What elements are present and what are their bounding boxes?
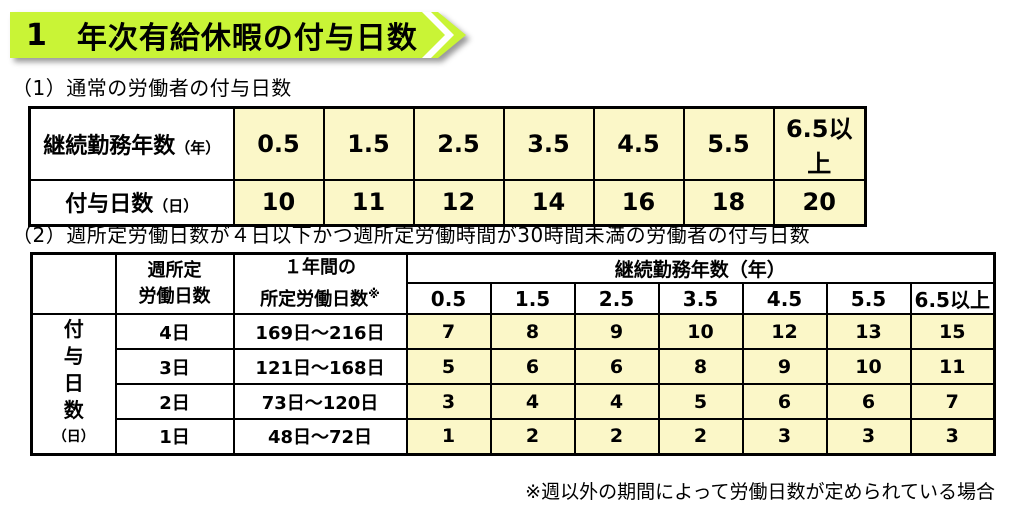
- t2-value-cell-r2-2: 4: [573, 383, 660, 420]
- t2-weekly-days-cell: 1日: [114, 418, 235, 455]
- t2-weekly-days-cell: 2日: [114, 383, 235, 420]
- t1-service-years-label: 継続勤務年数（年）: [28, 106, 235, 181]
- t2-years-row: 0.5 1.5 2.5 3.5 4.5 5.5 6.5以上: [32, 282, 996, 315]
- t2-annual-range-cell: 73日～120日: [232, 383, 408, 420]
- t2-value-cell-r1-2: 6: [573, 348, 660, 385]
- t1-year-cell-0: 0.5: [232, 106, 325, 181]
- banner-number: 1: [26, 17, 47, 53]
- t1-granted-days-row: 付与日数（日） 10 11 12 14 16 18 20: [28, 179, 867, 226]
- t2-vertical-header-char-2: 与: [63, 344, 84, 369]
- t2-value-cell-r3-0: 1: [405, 418, 492, 455]
- t2-weekly-days-header: 週所定 労働日数: [114, 252, 235, 315]
- t2-value-cell-r2-4: 6: [741, 383, 828, 420]
- t2-annual-days-header-line2-text: 所定労働日数: [260, 289, 369, 310]
- t2-year-cell-1: 1.5: [489, 282, 576, 315]
- t2-value-cell-r0-1: 8: [489, 313, 576, 350]
- t2-value-cell-r0-4: 12: [741, 313, 828, 350]
- t1-granted-days-label: 付与日数（日）: [28, 179, 235, 226]
- t2-annual-days-header: １年間の 所定労働日数※: [232, 252, 408, 315]
- t2-value-cell-r0-5: 13: [825, 313, 912, 350]
- t2-weekly-days-header-line2: 労働日数: [138, 286, 211, 307]
- t2-annual-range-cell: 48日～72日: [232, 418, 408, 455]
- t2-value-cell-r2-0: 3: [405, 383, 492, 420]
- t2-vertical-header-unit: （日）: [52, 429, 95, 446]
- t1-days-cell-0: 10: [232, 179, 325, 226]
- t1-granted-days-label-text: 付与日数: [65, 192, 154, 218]
- t1-year-cell-5: 5.5: [682, 106, 775, 181]
- t1-year-cell-1: 1.5: [322, 106, 415, 181]
- t2-service-years-span-header: 継続勤務年数（年）: [405, 252, 996, 284]
- t2-value-cell-r1-6: 11: [909, 348, 996, 385]
- t2-year-cell-3: 3.5: [657, 282, 744, 315]
- t2-year-cell-0: 0.5: [405, 282, 492, 315]
- t2-value-cell-r1-0: 5: [405, 348, 492, 385]
- t2-value-cell-r3-3: 2: [657, 418, 744, 455]
- title-banner-shape: 1 年次有給休暇の付与日数: [10, 12, 466, 58]
- t2-value-cell-r3-1: 2: [489, 418, 576, 455]
- t2-data-row-3days: 3日 121日～168日 5 6 6 8 9 10 11: [32, 348, 996, 385]
- t2-value-cell-r3-4: 3: [741, 418, 828, 455]
- t2-weekly-days-cell: 3日: [114, 348, 235, 385]
- t2-value-cell-r1-1: 6: [489, 348, 576, 385]
- t2-value-cell-r0-6: 15: [909, 313, 996, 350]
- t2-value-cell-r3-2: 2: [573, 418, 660, 455]
- footnote: ※週以外の期間によって労働日数が定められている場合: [525, 481, 995, 503]
- t2-value-cell-r2-6: 7: [909, 383, 996, 420]
- t2-value-cell-r1-3: 8: [657, 348, 744, 385]
- t2-corner-cell: [30, 252, 117, 315]
- t2-data-row-4days: 付 与 日 数 （日） 4日 169日～216日 7 8 9 10 12 13 15: [30, 313, 996, 455]
- t2-value-cell-r3-5: 3: [825, 418, 912, 455]
- t2-weekly-days-header-line1: 週所定: [147, 260, 202, 281]
- page-title: 年次有給休暇の付与日数: [76, 21, 418, 56]
- t2-vertical-header-char-4: 数: [63, 398, 84, 423]
- t1-days-cell-2: 12: [412, 179, 505, 226]
- parttime-workers-table: 週所定 労働日数 １年間の 所定労働日数※ 継続勤務年数（年） 0.5 1.5 2.…: [30, 252, 996, 456]
- t2-value-cell-r0-2: 9: [573, 313, 660, 350]
- title-banner: 1 年次有給休暇の付与日数: [10, 12, 466, 58]
- t1-year-cell-2: 2.5: [412, 106, 505, 181]
- t2-annual-days-note-marker: ※: [368, 287, 380, 301]
- t2-annual-days-header-line2: 所定労働日数※: [236, 281, 405, 312]
- t2-vertical-header-char-3: 日: [63, 371, 84, 396]
- t1-granted-days-unit: （日）: [153, 197, 199, 216]
- t2-year-cell-4: 4.5: [741, 282, 828, 315]
- section2-heading: （2）週所定労働日数が４日以下かつ週所定労働時間が30時間未満の労働者の付与日数: [12, 223, 811, 247]
- t1-days-cell-1: 11: [322, 179, 415, 226]
- t2-value-cell-r3-6: 3: [909, 418, 996, 455]
- t2-value-cell-r1-4: 9: [741, 348, 828, 385]
- t2-weekly-days-cell: 4日: [114, 313, 235, 350]
- t2-value-cell-r2-1: 4: [489, 383, 576, 420]
- t2-year-cell-2: 2.5: [573, 282, 660, 315]
- section1-heading: （1）通常の労働者の付与日数: [12, 76, 292, 100]
- t2-header-row-1: 週所定 労働日数 １年間の 所定労働日数※ 継続勤務年数（年）: [30, 252, 996, 315]
- t2-value-cell-r0-3: 10: [657, 313, 744, 350]
- t2-value-cell-r0-0: 7: [405, 313, 492, 350]
- t2-annual-range-cell: 121日～168日: [232, 348, 408, 385]
- t2-year-cell-6: 6.5以上: [909, 282, 996, 315]
- t1-year-cell-3: 3.5: [502, 106, 595, 181]
- t2-year-cell-5: 5.5: [825, 282, 912, 315]
- t1-year-cell-6: 6.5以上: [772, 106, 867, 181]
- t2-value-cell-r2-3: 5: [657, 383, 744, 420]
- t1-service-years-label-text: 継続勤務年数: [43, 134, 176, 159]
- t1-days-cell-6: 20: [772, 179, 867, 226]
- t2-vertical-header-char-1: 付: [63, 317, 84, 342]
- t2-value-cell-r2-5: 6: [825, 383, 912, 420]
- t2-annual-range-cell: 169日～216日: [232, 313, 408, 350]
- t1-year-cell-4: 4.5: [592, 106, 685, 181]
- t1-days-cell-4: 16: [592, 179, 685, 226]
- t1-service-years-row: 継続勤務年数（年） 0.5 1.5 2.5 3.5 4.5 5.5 6.5以上: [28, 106, 867, 181]
- t1-service-years-unit: （年）: [175, 139, 221, 157]
- t2-value-cell-r1-5: 10: [825, 348, 912, 385]
- t2-annual-days-header-line1: １年間の: [284, 257, 356, 278]
- t1-days-cell-3: 14: [502, 179, 595, 226]
- t2-granted-days-vertical-header: 付 与 日 数 （日）: [30, 313, 117, 455]
- regular-workers-table: 継続勤務年数（年） 0.5 1.5 2.5 3.5 4.5 5.5 6.5以上 付与日数（日…: [28, 106, 867, 227]
- t1-days-cell-5: 18: [682, 179, 775, 226]
